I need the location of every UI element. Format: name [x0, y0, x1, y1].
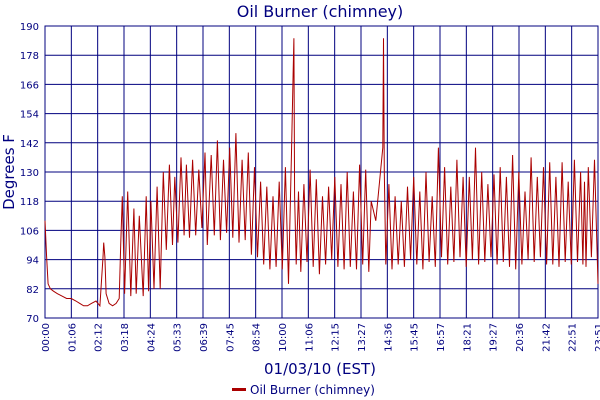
x-tick-label: 00:00	[41, 323, 52, 352]
x-tick-label: 02:12	[94, 323, 105, 352]
y-tick-label: 70	[26, 314, 39, 325]
x-tick-label: 20:36	[515, 323, 526, 352]
plot-area-border	[44, 25, 599, 319]
y-tick-label: 82	[26, 285, 39, 296]
y-tick-label: 94	[26, 256, 39, 267]
x-tick-label: 08:54	[252, 323, 263, 352]
legend-swatch	[232, 388, 246, 391]
y-axis-ticks: 70 82 94 106 118 130 142 154 166 178 190	[20, 22, 39, 325]
y-tick-label: 130	[20, 168, 39, 179]
gridlines	[44, 25, 599, 319]
x-tick-label: 21:42	[541, 323, 552, 352]
x-tick-label: 01:06	[67, 323, 78, 352]
x-tick-label: 23:51	[594, 323, 600, 352]
y-tick-label: 106	[20, 226, 39, 237]
y-tick-label: 118	[20, 197, 39, 208]
x-tick-label: 07:45	[225, 323, 236, 352]
x-tick-label: 04:24	[146, 323, 157, 352]
x-tick-label: 13:27	[357, 323, 368, 352]
x-tick-label: 16:57	[436, 323, 447, 352]
series-line-oil-burner	[44, 38, 599, 308]
x-tick-label: 05:33	[173, 323, 184, 352]
x-tick-label: 03:18	[120, 323, 131, 352]
x-tick-label: 10:00	[278, 323, 289, 352]
x-tick-label: 11:06	[304, 323, 315, 352]
legend-label: Oil Burner (chimney)	[250, 383, 375, 397]
y-tick-label: 142	[20, 139, 39, 150]
legend: Oil Burner (chimney)	[232, 383, 375, 397]
y-axis-label: Degrees F	[0, 134, 18, 210]
x-tick-label: 22:51	[568, 323, 579, 352]
x-tick-label: 14:36	[383, 323, 394, 352]
x-tick-label: 06:39	[199, 323, 210, 352]
chart-title: Oil Burner (chimney)	[237, 2, 404, 21]
y-tick-label: 178	[20, 51, 39, 62]
y-tick-label: 154	[20, 110, 39, 121]
y-tick-label: 190	[20, 22, 39, 33]
x-tick-label: 19:27	[489, 323, 500, 352]
x-tick-label: 18:21	[462, 323, 473, 352]
x-axis-label: 01/03/10 (EST)	[264, 360, 376, 378]
x-axis-ticks: 00:00 01:06 02:12 03:18 04:24 05:33 06:39 07:45…	[41, 323, 600, 352]
y-tick-label: 166	[20, 80, 39, 91]
x-tick-label: 15:45	[410, 323, 421, 352]
x-tick-label: 12:15	[331, 323, 342, 352]
